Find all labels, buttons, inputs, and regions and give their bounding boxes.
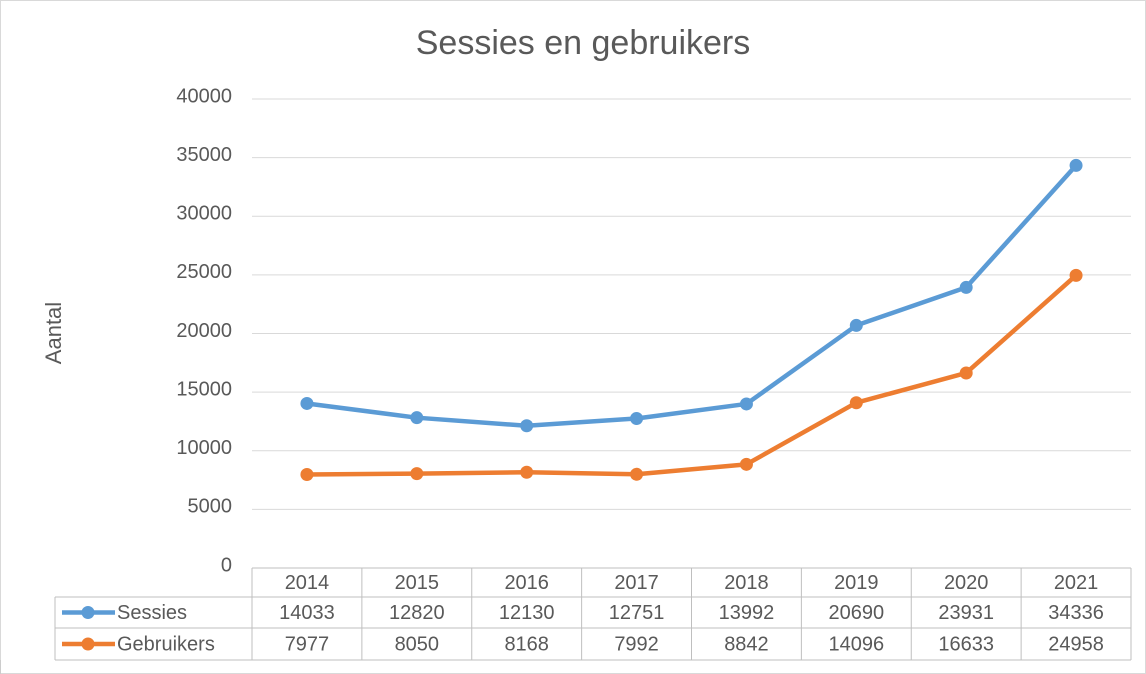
series-marker [849,318,863,332]
y-tick-label: 20000 [176,320,232,342]
series-marker [1069,158,1083,172]
series-marker [630,467,644,481]
x-tick-label: 2014 [285,572,330,594]
table-value: 20690 [829,602,885,624]
y-tick-label: 10000 [176,437,232,459]
x-tick-label: 2016 [504,572,549,594]
y-tick-label: 25000 [176,261,232,283]
legend-label: Sessies [117,602,187,624]
y-tick-label: 35000 [176,144,232,166]
table-value: 12751 [609,602,665,624]
legend-key-marker [81,637,95,651]
table-value: 24958 [1048,633,1104,655]
table-value: 12130 [499,602,555,624]
y-axis-label: Aantal [41,302,66,364]
series-marker [1069,268,1083,282]
legend-label: Gebruikers [117,633,215,655]
table-value: 12820 [389,602,445,624]
x-tick-label: 2017 [614,572,659,594]
table-value: 7992 [614,633,659,655]
y-tick-label: 40000 [176,85,232,107]
table-value: 8050 [395,633,440,655]
table-value: 34336 [1048,602,1104,624]
table-value: 8842 [724,633,769,655]
x-tick-label: 2019 [834,572,879,594]
series-marker [300,396,314,410]
chart-title: Sessies en gebruikers [416,24,751,62]
series-marker [410,411,424,425]
y-tick-label: 0 [221,554,232,576]
table-value: 8168 [504,633,549,655]
series-line [304,163,1079,429]
series-marker [300,467,314,481]
x-tick-label: 2020 [944,572,989,594]
table-value: 16633 [938,633,994,655]
series-marker [739,457,753,471]
table-value: 14096 [829,633,885,655]
series-marker [520,465,534,479]
table-value: 7977 [285,633,330,655]
series-line [304,273,1079,477]
series-marker [849,396,863,410]
series-marker [410,467,424,481]
series-marker [630,411,644,425]
series-marker [959,280,973,294]
y-tick-label: 5000 [188,496,233,518]
series-marker [959,366,973,380]
table-value: 14033 [279,602,335,624]
series-marker [520,419,534,433]
x-tick-label: 2018 [724,572,769,594]
series-marker [739,397,753,411]
table-value: 23931 [938,602,994,624]
table-value: 13992 [719,602,775,624]
x-tick-label: 2021 [1054,572,1099,594]
y-tick-label: 30000 [176,203,232,225]
y-tick-label: 15000 [176,378,232,400]
legend-key-marker [81,606,95,619]
x-tick-label: 2015 [395,572,440,594]
